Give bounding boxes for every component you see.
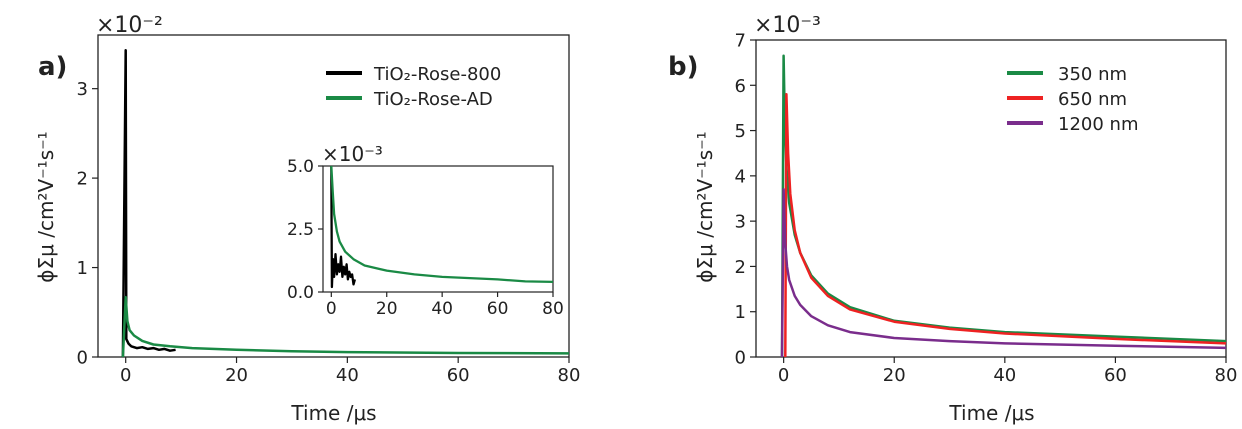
panel-a-xlabel: Time /μs — [290, 401, 376, 425]
panel-b-ytick-label-5: 5 — [735, 121, 746, 142]
panel-b-ylabel: ϕΣμ /cm²V⁻¹s⁻¹ — [693, 131, 717, 282]
panel-a-ytick-label-1: 1 — [77, 258, 88, 279]
legend-label-350nm: 350 nm — [1058, 64, 1127, 85]
panel-b-series-line-0 — [780, 54, 1227, 358]
panel-a-frame — [97, 34, 570, 358]
inset-xtick-label-0: 0 — [326, 299, 337, 319]
panel-b-ytick-label-4: 4 — [735, 166, 746, 187]
inset-xtick-label-4: 80 — [542, 299, 564, 319]
panel-a-series-line-0 — [121, 48, 176, 358]
panel-b-xtick-label-3: 60 — [1104, 365, 1127, 386]
panel-b-xticks: 0 20 40 60 80 — [778, 357, 1238, 386]
inset-series-lines — [330, 165, 554, 289]
legend-label-rose-ad: TiO₂-Rose-AD — [373, 89, 493, 110]
inset-ytick-label-0: 0.0 — [287, 283, 314, 303]
panel-b-xtick-label-0: 0 — [778, 365, 789, 386]
panel-b-ytick-label-2: 2 — [735, 257, 746, 278]
panel-a-legend: TiO₂-Rose-800 TiO₂-Rose-AD — [326, 64, 501, 110]
panel-a-chart: a) ×10⁻² ϕΣμ /cm²V⁻¹s⁻¹ Time /μs 0 20 40 60… — [34, 13, 580, 425]
inset-multiplier: ×10⁻³ — [322, 142, 383, 166]
inset-series-line-0 — [330, 165, 357, 289]
panel-a-xtick-label-2: 40 — [336, 365, 359, 386]
panel-b-label: b) — [668, 52, 699, 82]
panel-a-ytick-label-2: 2 — [77, 169, 88, 190]
panel-b-ytick-label-7: 7 — [735, 30, 746, 51]
panel-a-label: a) — [38, 52, 67, 82]
panel-a-ytick-label-3: 3 — [77, 79, 88, 100]
inset-ytick-label-1: 2.5 — [287, 220, 314, 240]
panel-b-xtick-label-4: 80 — [1215, 365, 1238, 386]
panel-a-xtick-label-4: 80 — [558, 365, 581, 386]
panel-b-xtick-label-2: 40 — [993, 365, 1016, 386]
panel-a-ytick-label-0: 0 — [77, 347, 88, 368]
inset-ytick-label-2: 5.0 — [287, 157, 314, 177]
panel-b-multiplier: ×10⁻³ — [754, 13, 821, 38]
panel-a-xtick-label-1: 20 — [225, 365, 248, 386]
inset-xtick-label-1: 20 — [376, 299, 398, 319]
inset-yticks: 0.0 2.5 5.0 — [287, 157, 323, 303]
panel-b-series-line-2 — [780, 188, 1227, 358]
legend-label-650nm: 650 nm — [1058, 89, 1127, 110]
inset-xtick-label-2: 40 — [431, 299, 453, 319]
panel-a-xtick-label-3: 60 — [447, 365, 470, 386]
panel-b-ytick-label-1: 1 — [735, 302, 746, 323]
inset-xtick-label-3: 60 — [487, 299, 509, 319]
panel-a-yticks: 0 1 2 3 — [77, 79, 98, 368]
panel-b-xlabel: Time /μs — [948, 401, 1034, 425]
inset-xticks: 0 20 40 60 80 — [326, 292, 564, 319]
panel-a-ylabel: ϕΣμ /cm²V⁻¹s⁻¹ — [34, 131, 58, 282]
panel-b-ytick-label-6: 6 — [735, 76, 746, 97]
panel-a-inset: ×10⁻³ 0 20 40 60 80 0.0 2.5 5.0 — [287, 142, 564, 319]
panel-b-frame — [755, 39, 1227, 358]
panel-a-xtick-label-0: 0 — [120, 365, 131, 386]
legend-label-1200nm: 1200 nm — [1058, 114, 1138, 135]
panel-b-yticks: 0 1 2 3 4 5 6 7 — [735, 30, 756, 368]
legend-label-rose-800: TiO₂-Rose-800 — [373, 64, 501, 85]
panel-b-series-lines — [780, 54, 1227, 358]
panel-b-ytick-label-0: 0 — [735, 347, 746, 368]
panel-b-legend: 350 nm 650 nm 1200 nm — [1007, 64, 1138, 135]
panel-a-series-line-1 — [121, 295, 570, 358]
panel-b-series-line-1 — [784, 93, 1227, 358]
panel-a-multiplier: ×10⁻² — [96, 13, 163, 38]
inset-frame — [322, 165, 554, 293]
panel-a-xticks: 0 20 40 60 80 — [120, 357, 580, 386]
panel-b-ytick-label-3: 3 — [735, 212, 746, 233]
panel-a-series-lines — [121, 48, 570, 358]
panel-b-chart: b) ×10⁻³ ϕΣμ /cm²V⁻¹s⁻¹ Time /μs 0 20 40 60… — [668, 13, 1237, 425]
inset-series-line-1 — [330, 165, 554, 284]
panel-b-xtick-label-1: 20 — [883, 365, 906, 386]
